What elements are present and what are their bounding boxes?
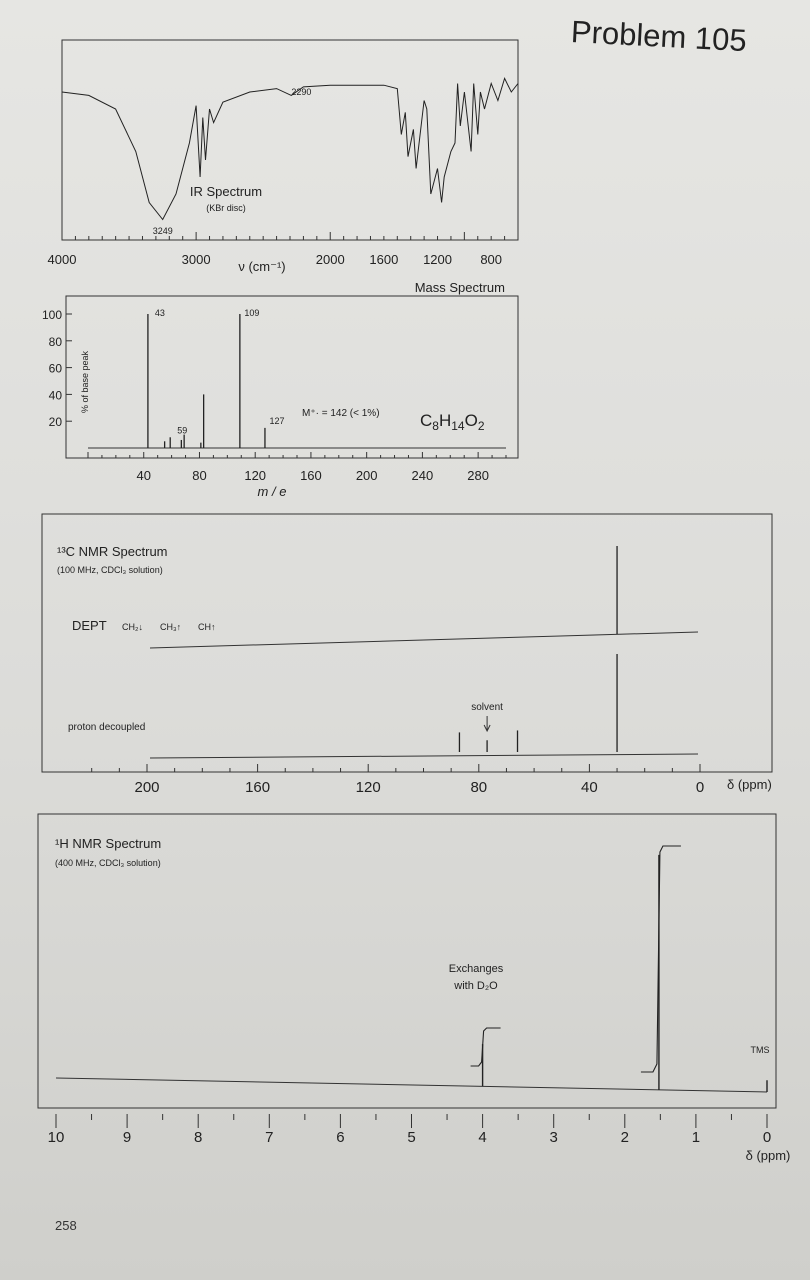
ms-tick-label: 40 [136, 468, 150, 483]
h1-baseline [55, 1077, 768, 1093]
h1-x-axis-label: δ (ppm) [746, 1148, 791, 1163]
c13-decoupled-label: proton decoupled [68, 722, 145, 733]
h1-tick-label: 1 [692, 1129, 700, 1146]
ms-title: Mass Spectrum [415, 280, 505, 295]
mass-spectrum-chart: 40 80 120 160 200 240 280 20 40 60 80 100 % of base … [42, 280, 519, 499]
ir-trace [61, 77, 519, 221]
h1-tick-label: 6 [336, 1129, 344, 1146]
h1-tick-label: 9 [123, 1129, 131, 1146]
ms-peak-label: 109 [244, 308, 259, 318]
ir-tick-label: 4000 [48, 252, 77, 267]
ms-y-axis-label: % of base peak [80, 350, 90, 413]
ir-tick-label: 1600 [369, 252, 398, 267]
c13-tick-label: 80 [470, 779, 487, 796]
ms-tick-label: 80 [192, 468, 206, 483]
h1-tick-label: 0 [763, 1129, 771, 1146]
c13-nmr-chart: 200 160 120 80 40 0 δ (ppm) ¹³C NMR Spectrum (10… [41, 513, 773, 796]
ms-y-tick-label: 100 [42, 308, 62, 322]
page-number: 258 [55, 1218, 77, 1233]
h1-nmr-chart: 10 9 8 7 6 5 4 3 2 1 0δ (ppm)¹H NMR Spectrum(400 M… [37, 813, 791, 1163]
h1-annotation: Exchanges [449, 963, 504, 975]
c13-tick-label: 40 [581, 779, 598, 796]
c13-x-axis-label: δ (ppm) [727, 777, 772, 792]
h1-tick-label: 4 [478, 1129, 486, 1146]
ms-tick-label: 240 [412, 468, 434, 483]
c13-tick-label: 0 [696, 779, 704, 796]
h1-tick-label: 8 [194, 1129, 202, 1146]
ms-formula-element: C [420, 411, 432, 430]
ms-formula-subscript: 2 [478, 419, 485, 433]
h1-tick-label: 2 [621, 1129, 629, 1146]
c13-dept-legend-item: CH₃↑ [160, 622, 181, 632]
ir-tick-label: 2000 [316, 252, 345, 267]
c13-frame [41, 513, 773, 773]
ms-formula-element: O [465, 411, 478, 430]
c13-solvent-arrow [483, 716, 491, 733]
ms-y-tick-label: 40 [49, 388, 63, 402]
ms-y-tick-label: 20 [49, 415, 63, 429]
ms-formula-element: H [439, 411, 451, 430]
ir-spectrum-chart: 4000 3000 2000 1600 1200 800 ν (cm⁻¹) IR Spectr… [48, 39, 519, 274]
ms-formula-subscript: 8 [432, 419, 439, 433]
ir-x-axis-label: ν (cm⁻¹) [238, 259, 285, 274]
ir-tick-label: 1200 [423, 252, 452, 267]
c13-solvent-label: solvent [471, 702, 503, 713]
h1-integral-curve [470, 1027, 501, 1067]
ms-tick-label: 160 [300, 468, 322, 483]
ir-subtitle: (KBr disc) [206, 203, 246, 213]
c13-dept-legend-item: CH↑ [198, 622, 216, 632]
c13-dept-label: DEPT [72, 618, 107, 633]
ir-title: IR Spectrum [190, 184, 262, 199]
h1-tick-label: 10 [48, 1129, 65, 1146]
ms-formula-subscript: 14 [451, 419, 465, 433]
ms-frame [65, 295, 519, 459]
c13-decoupled-baseline [149, 753, 699, 759]
h1-integral-curve [640, 845, 681, 1073]
ms-molecular-ion: M⁺· = 142 (< 1%) [302, 408, 380, 419]
ms-tick-label: 280 [467, 468, 489, 483]
c13-title: ¹³C NMR Spectrum [57, 544, 168, 559]
c13-tick-label: 160 [245, 779, 270, 796]
ms-y-tick-label: 80 [49, 335, 63, 349]
c13-subtitle: (100 MHz, CDCl₃ solution) [57, 565, 163, 575]
ms-tick-label: 120 [244, 468, 266, 483]
ir-peak-label: 2290 [291, 87, 311, 97]
h1-frame [37, 813, 777, 1109]
c13-dept-baseline [149, 631, 699, 649]
ir-tick-label: 3000 [182, 252, 211, 267]
h1-subtitle: (400 MHz, CDCl₃ solution) [55, 858, 161, 868]
ms-peak-label: 59 [177, 425, 187, 435]
ms-y-tick-label: 60 [49, 362, 63, 376]
ir-tick-label: 800 [480, 252, 502, 267]
ms-peak-label: 127 [269, 416, 284, 426]
ms-formula: C8H14O2 [420, 411, 485, 433]
c13-dept-legend-item: CH₂↓ [122, 622, 143, 632]
h1-tms-label: TMS [751, 1045, 770, 1055]
ir-peak-label: 3249 [153, 226, 173, 236]
h1-tick-label: 7 [265, 1129, 273, 1146]
h1-annotation: with D₂O [453, 980, 498, 992]
c13-tick-label: 200 [134, 779, 159, 796]
ms-x-axis-label: m / e [258, 484, 287, 499]
c13-tick-label: 120 [356, 779, 381, 796]
ms-peak-label: 43 [155, 308, 165, 318]
h1-title: ¹H NMR Spectrum [55, 836, 161, 851]
h1-tick-label: 5 [407, 1129, 415, 1146]
ms-tick-label: 200 [356, 468, 378, 483]
h1-tick-label: 3 [550, 1129, 558, 1146]
